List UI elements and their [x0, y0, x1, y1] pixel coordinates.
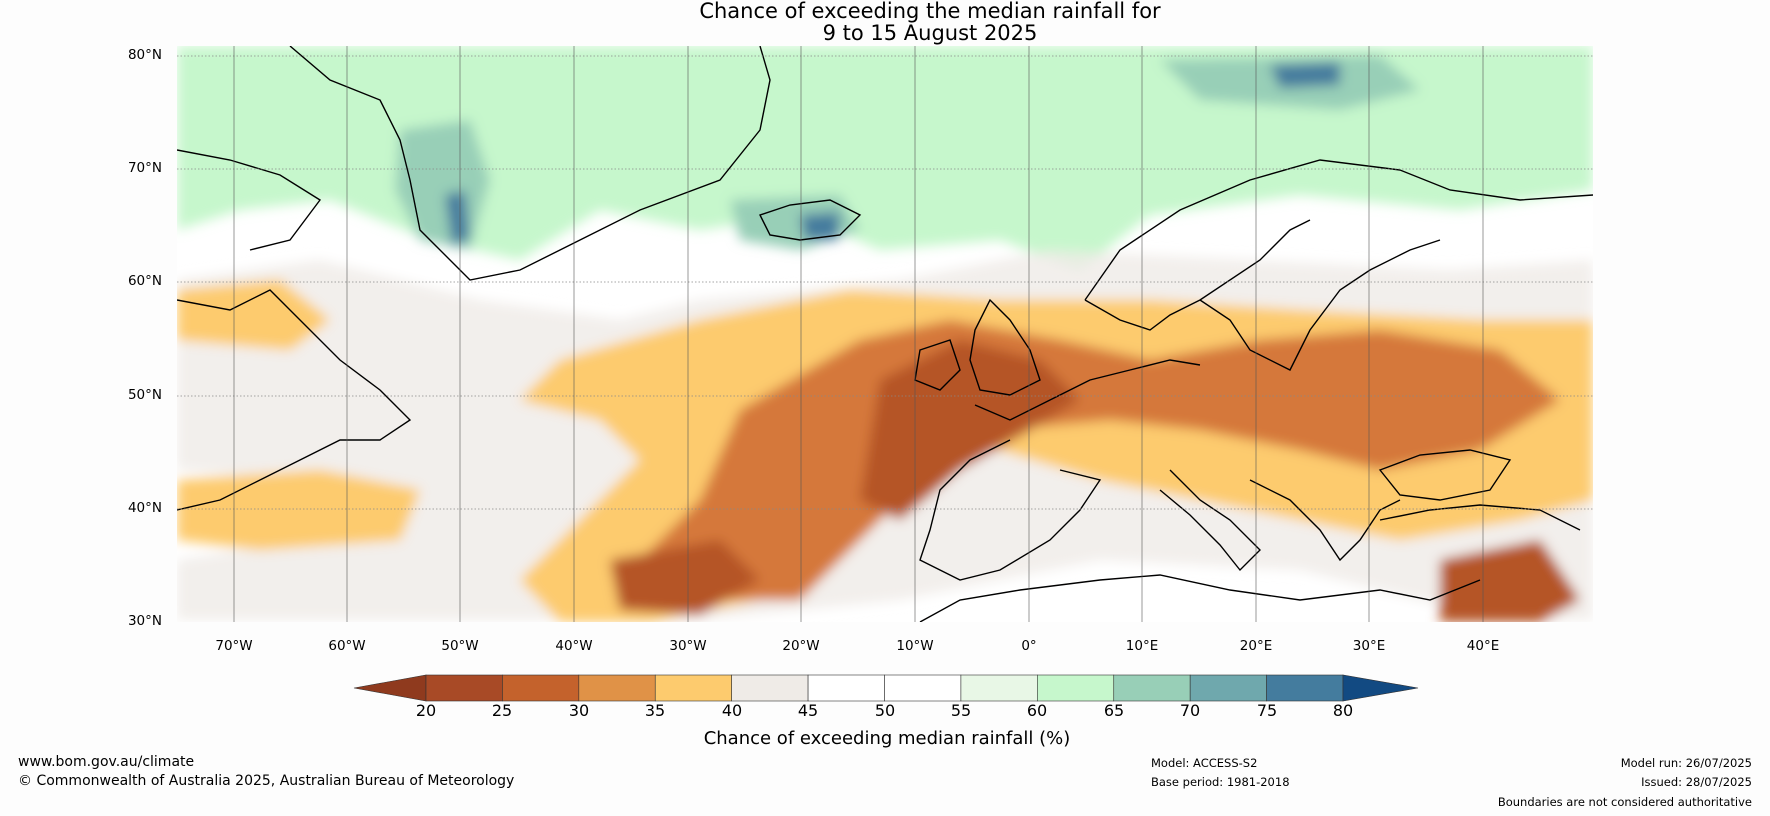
wet-field-strong-1 [445, 190, 470, 245]
coast-baltic [1199, 239, 1441, 371]
lat-label-30n: 30°N [127, 613, 162, 629]
footer-model-run: Model run: 26/07/2025 [1620, 756, 1752, 770]
colorbar-tick-65: 65 [1103, 701, 1125, 720]
colorbar-segment-65-70 [1113, 674, 1191, 702]
coast-iceland [759, 199, 862, 241]
lon-label-40e: 40°E [1466, 638, 1500, 654]
lon-gridlines [233, 46, 1484, 622]
map-title-line1: Chance of exceeding the median rainfall … [699, 0, 1161, 23]
colorbar-segment-30-35 [578, 674, 656, 702]
lon-label-50w: 50°W [441, 638, 479, 654]
coast-greenland [289, 46, 771, 281]
lon-label-60w: 60°W [328, 638, 366, 654]
colorbar-segment-25-30 [502, 674, 580, 702]
lon-label-20w: 20°W [782, 638, 820, 654]
colorbar-tick-20: 20 [415, 701, 437, 720]
lon-label-30e: 30°E [1352, 638, 1386, 654]
coast-scandinavia [1084, 159, 1593, 301]
lat-label-80n: 80°N [127, 47, 162, 63]
lat-label-40n: 40°N [127, 500, 162, 516]
coast-turkey [1379, 504, 1581, 531]
colorbar-tick-45: 45 [797, 701, 819, 720]
colorbar-tick-35: 35 [644, 701, 666, 720]
colorbar-segment-35-40 [654, 674, 732, 702]
colorbar-segment-55-60 [960, 674, 1038, 702]
coastlines [177, 46, 1593, 622]
coast-italy [1159, 469, 1261, 572]
lon-label-20e: 20°E [1239, 638, 1273, 654]
colorbar-tick-75: 75 [1256, 701, 1278, 720]
dry-field-weak-west [177, 280, 330, 350]
dry-field-moderate [640, 320, 1560, 600]
wet-field-strong-2 [800, 212, 840, 240]
map-title-line2: 9 to 15 August 2025 [822, 21, 1038, 45]
dry-field-weak-sw [177, 470, 420, 550]
dry-field-strong-se [1440, 540, 1580, 622]
coast-britain [969, 298, 1041, 396]
coast-canada-arctic [177, 149, 322, 251]
coast-continent [974, 359, 1201, 421]
colorbar-segment-45-50 [807, 674, 885, 702]
dry-field-strong-sw [610, 540, 760, 615]
coast-norway-south [1084, 219, 1311, 331]
lat-label-50n: 50°N [127, 387, 162, 403]
lat-label-70n: 70°N [127, 160, 162, 176]
lon-label-40w: 40°W [555, 638, 593, 654]
lon-label-30w: 30°W [669, 638, 707, 654]
coast-labrador [177, 289, 412, 511]
lon-label-10w: 10°W [896, 638, 934, 654]
footer-issued: Issued: 28/07/2025 [1641, 775, 1752, 789]
colorbar-segment-20-25 [425, 674, 503, 702]
colorbar-tick-40: 40 [721, 701, 743, 720]
footer-disclaimer: Boundaries are not considered authoritat… [1497, 795, 1752, 809]
colorbar-tick-55: 55 [950, 701, 972, 720]
colorbar-segment-40-45 [731, 674, 809, 702]
probability-fields [177, 46, 1593, 622]
coast-north-africa [919, 574, 1481, 622]
lat-label-60n: 60°N [127, 273, 162, 289]
footer-base-period: Base period: 1981-2018 [1151, 775, 1290, 789]
colorbar-label: Chance of exceeding median rainfall (%) [703, 728, 1071, 749]
lat-gridlines [177, 55, 1593, 510]
coast-iberia [919, 439, 1102, 581]
colorbar-segment-60-65 [1037, 674, 1115, 702]
wet-field-strong-3 [1270, 62, 1340, 88]
colorbar-tick-80: 80 [1332, 701, 1354, 720]
coast-ireland [914, 339, 961, 391]
colorbar-under-triangle [353, 674, 427, 702]
lon-label-70w: 70°W [215, 638, 253, 654]
footer-copyright: © Commonwealth of Australia 2025, Austra… [18, 773, 515, 789]
footer-website: www.bom.gov.au/climate [18, 754, 195, 770]
footer-model: Model: ACCESS-S2 [1151, 756, 1258, 770]
colorbar-tick-60: 60 [1026, 701, 1048, 720]
colorbar-tick-25: 25 [491, 701, 513, 720]
colorbar-over-triangle [1342, 674, 1419, 702]
colorbar-segment-75-80 [1266, 674, 1344, 702]
colorbar-tick-30: 30 [568, 701, 590, 720]
lon-label-10e: 10°E [1125, 638, 1159, 654]
colorbar-tick-50: 50 [874, 701, 896, 720]
lon-label-0: 0° [1021, 638, 1037, 654]
coast-balkans [1249, 479, 1401, 562]
colorbar-segment-70-75 [1189, 674, 1267, 702]
coast-black-sea [1378, 449, 1512, 501]
colorbar-tick-70: 70 [1179, 701, 1201, 720]
colorbar-segment-50-55 [884, 674, 962, 702]
